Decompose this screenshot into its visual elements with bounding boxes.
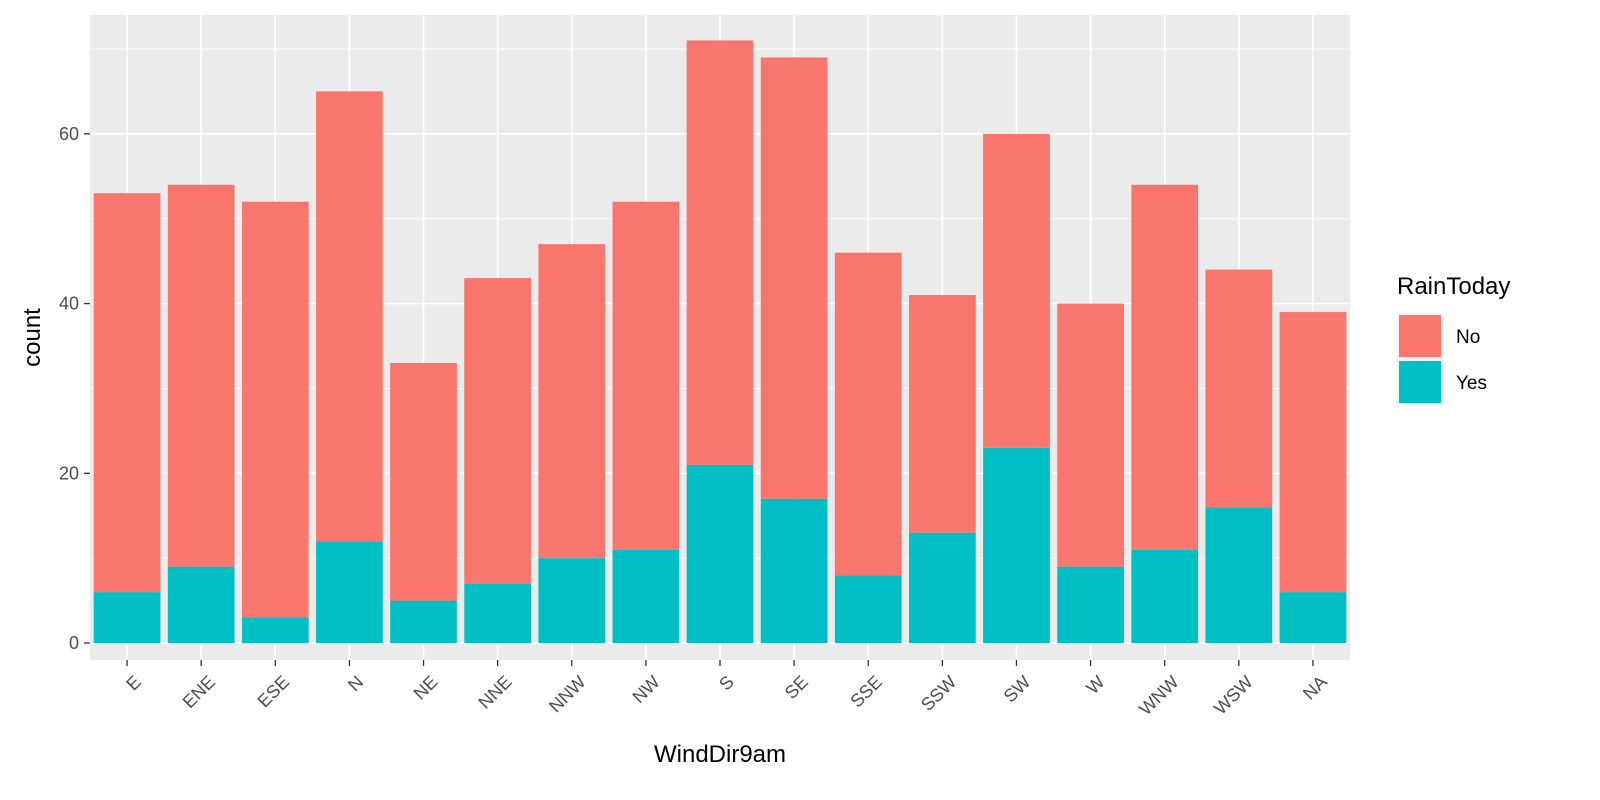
x-tick-label-wnw: WNW: [1135, 672, 1182, 719]
x-tick-label-nw: NW: [628, 672, 663, 707]
bar-e-no: [93, 193, 161, 593]
x-axis-title: WindDir9am: [654, 741, 786, 768]
x-tick-label-ese: ESE: [254, 672, 294, 712]
x-tick-label-e: E: [122, 672, 145, 695]
bar-wsw-yes: [1205, 507, 1273, 644]
bars: [93, 40, 1347, 644]
x-tick-label-ssw: SSW: [917, 672, 960, 715]
bar-sse-no: [834, 252, 902, 576]
bar-sw-yes: [983, 447, 1050, 644]
bar-nnw-yes: [538, 558, 606, 644]
x-tick-label-nnw: NNW: [545, 672, 590, 717]
bar-ese-no: [241, 201, 309, 618]
bar-n-yes: [316, 541, 383, 644]
bar-w-yes: [1057, 566, 1124, 644]
x-tick-label-s: S: [715, 672, 738, 695]
bar-nne-no: [464, 278, 531, 584]
y-tick-label: 20: [59, 463, 79, 483]
x-tick-label-sse: SSE: [846, 672, 886, 712]
y-tick-label: 0: [69, 633, 79, 653]
y-axis-title: count: [19, 308, 46, 367]
bar-s-no: [686, 40, 754, 465]
x-tick-label-n: N: [344, 672, 367, 695]
y-tick-label: 40: [59, 294, 79, 314]
bar-ne-no: [390, 362, 457, 601]
x-tick-label-ene: ENE: [179, 672, 219, 712]
bar-ene-yes: [167, 566, 235, 644]
x-tick-label-w: W: [1082, 672, 1108, 698]
bar-n-no: [316, 91, 383, 542]
bar-nw-no: [612, 201, 680, 550]
bar-wnw-no: [1131, 184, 1199, 550]
x-tick-label-sw: SW: [1000, 672, 1035, 707]
bar-ne-yes: [390, 600, 457, 644]
x-tick-label-wsw: WSW: [1210, 672, 1257, 719]
bar-se-yes: [760, 498, 828, 644]
bar-w-no: [1057, 303, 1124, 567]
x-tick-label-se: SE: [781, 672, 812, 703]
x-tick-label-nne: NNE: [475, 672, 516, 713]
bar-ese-yes: [241, 617, 309, 644]
bar-na-no: [1279, 312, 1347, 593]
bar-sw-no: [983, 133, 1050, 448]
x-tick-label-ne: NE: [410, 672, 442, 704]
bar-nnw-no: [538, 244, 606, 559]
y-axis: 0 20 40 60: [59, 124, 90, 653]
bar-ssw-no: [909, 295, 976, 533]
legend: RainToday No Yes: [1397, 273, 1510, 405]
bar-e-yes: [93, 592, 161, 644]
bar-nne-yes: [464, 583, 531, 644]
bar-ssw-yes: [909, 532, 976, 644]
y-tick-label: 60: [59, 124, 79, 144]
x-tick-label-na: NA: [1299, 672, 1331, 704]
legend-swatch-no: [1399, 315, 1441, 357]
legend-swatch-yes: [1399, 361, 1441, 403]
legend-label-yes: Yes: [1456, 373, 1487, 394]
bar-nw-yes: [612, 549, 680, 644]
bar-sse-yes: [834, 575, 902, 644]
bar-na-yes: [1279, 592, 1347, 644]
legend-label-no: No: [1456, 327, 1480, 348]
bar-se-no: [760, 57, 828, 499]
legend-title: RainToday: [1397, 273, 1510, 300]
bar-wsw-no: [1205, 269, 1273, 508]
bar-ene-no: [167, 184, 235, 567]
x-axis: E ENE ESE N NE NNE NNW NW S SE SSE SSW SW W WNW WSW NA: [122, 660, 1331, 719]
bar-wnw-yes: [1131, 549, 1199, 644]
bar-s-yes: [686, 464, 754, 644]
